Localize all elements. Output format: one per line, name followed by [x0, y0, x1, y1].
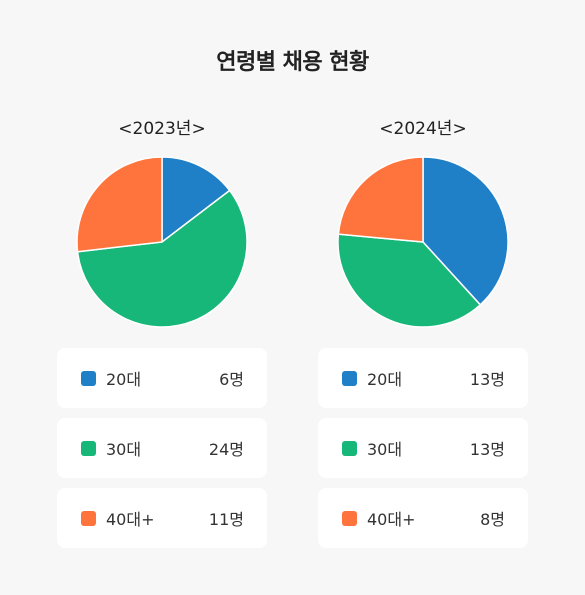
swatch-30 — [81, 440, 96, 456]
pie-slice-40대plus — [76, 156, 163, 253]
pie-slice-40대plus — [337, 156, 424, 243]
swatch-30 — [342, 440, 357, 456]
swatch-20 — [81, 370, 96, 386]
swatch-40 — [81, 510, 96, 526]
legend-card-20: 20대 13명 — [318, 348, 528, 408]
pie-slice-20대 — [161, 156, 231, 243]
legend-card-30: 30대 24명 — [57, 418, 267, 478]
pie-slice-20대 — [422, 156, 509, 306]
page-title: 연령별 채용 현황 — [216, 50, 369, 75]
legend-count-30: 24명 — [208, 440, 244, 459]
legend-label-40: 40대+ — [367, 510, 416, 529]
legend-count-30: 13명 — [469, 440, 505, 459]
legend-card-30: 30대 13명 — [318, 418, 528, 478]
legend-label-40: 40대+ — [106, 510, 155, 529]
legend-label-30: 30대 — [106, 440, 142, 459]
legend-card-40: 40대+ 11명 — [57, 488, 267, 548]
legend-card-40: 40대+ 8명 — [318, 488, 528, 548]
legend-count-40: 8명 — [480, 510, 505, 529]
legend-label-20: 20대 — [367, 370, 403, 389]
legend-count-20: 13명 — [469, 370, 505, 389]
chart-2024-title: <2024년> — [379, 119, 467, 139]
legend-label-30: 30대 — [367, 440, 403, 459]
swatch-20 — [342, 370, 357, 386]
legend-count-20: 6명 — [219, 370, 244, 389]
pie-slice-30대 — [337, 233, 482, 328]
pie-slice-30대 — [76, 189, 248, 328]
pie-chart-2023 — [76, 156, 248, 328]
swatch-40 — [342, 510, 357, 526]
pie-chart-2024 — [337, 156, 509, 328]
legend-count-40: 11명 — [208, 510, 244, 529]
legend-card-20: 20대 6명 — [57, 348, 267, 408]
chart-2023-title: <2023년> — [118, 119, 206, 139]
legend-label-20: 20대 — [106, 370, 142, 389]
